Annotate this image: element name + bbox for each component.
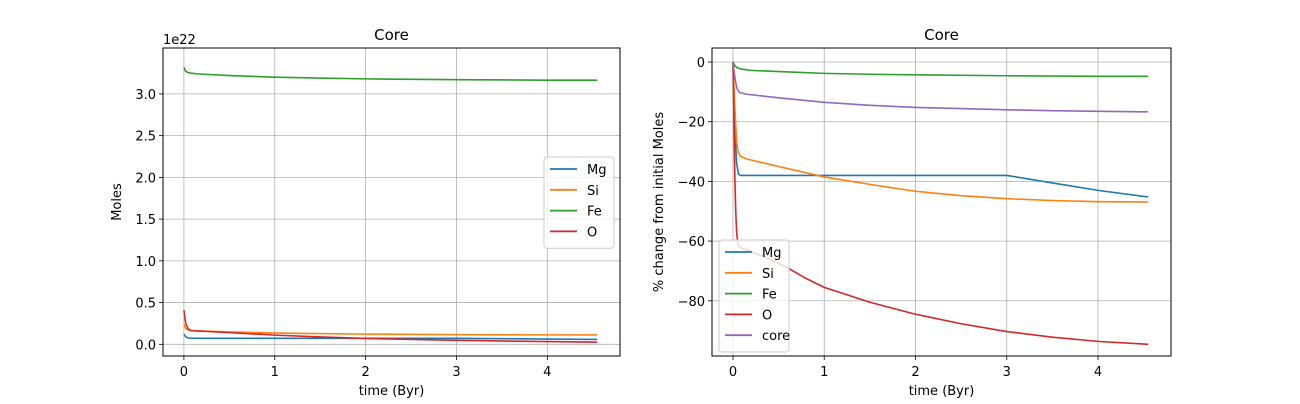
- right-chart-legend-box: [718, 239, 790, 353]
- right-chart-series-core-line: [732, 61, 1149, 113]
- left-chart-ylabel: Moles: [110, 183, 125, 221]
- right-chart-xtick-label: 1: [820, 365, 828, 380]
- left-chart-xlabel: time (Byr): [359, 384, 425, 399]
- left-chart-xtick-label: 1: [271, 365, 279, 380]
- right-chart-xtick-label: 3: [1003, 365, 1011, 380]
- right-chart-ylabel: % change from initial Moles: [652, 112, 667, 293]
- left-chart-legend-label-si: Si: [587, 184, 599, 199]
- left-chart-ytick-label: 2.5: [135, 130, 156, 145]
- left-chart-frame: [162, 47, 621, 357]
- left-chart-legend-label-o: O: [587, 225, 597, 240]
- left-chart-ytick-label: 1.5: [135, 213, 156, 228]
- right-chart-series-fe-line: [732, 61, 1149, 78]
- left-chart-ticks: 0 1 2 3 4 0.0 0.5 1.0 1.5 2.0 2.5 3.0: [135, 88, 551, 380]
- right-chart-xtick-label: 0: [729, 365, 737, 380]
- left-chart-ytick-label: 1.0: [135, 255, 156, 270]
- right-chart-legend-label-mg: Mg: [762, 246, 781, 261]
- right-chart-ytick-label: −60: [678, 235, 705, 250]
- left-chart-title: Core: [374, 26, 409, 44]
- right-chart-ytick-label: −40: [678, 175, 705, 190]
- left-chart-ytick-label: 3.0: [135, 88, 156, 103]
- left-chart-legend-label-mg: Mg: [587, 163, 606, 178]
- left-chart-xtick-label: 3: [452, 365, 460, 380]
- left-chart: 0 1 2 3 4 0.0 0.5 1.0 1.5 2.0 2.5 3.0 Core time (By…: [110, 26, 621, 399]
- right-chart-xtick-label: 2: [911, 365, 919, 380]
- right-chart-ticks: 0 1 2 3 4 0 −20 −40 −60 −80: [678, 56, 1103, 380]
- right-chart-series-mg-line: [732, 62, 1149, 198]
- left-chart-offset-label: 1e22: [163, 33, 196, 48]
- left-chart-series-fe-line: [183, 66, 598, 81]
- left-chart-series: [183, 66, 598, 343]
- left-chart-legend-label-fe: Fe: [587, 205, 602, 220]
- left-chart-ytick-label: 2.0: [135, 171, 156, 186]
- left-chart-xtick-label: 4: [543, 365, 551, 380]
- right-chart-ytick-label: −80: [678, 295, 705, 310]
- left-chart-series-mg-line: [183, 333, 598, 341]
- right-chart-frame: [711, 47, 1172, 357]
- right-chart-legend-label-si: Si: [762, 267, 774, 282]
- right-chart-ytick-label: −20: [678, 116, 705, 131]
- left-chart-legend-box: [543, 156, 615, 249]
- right-chart-legend-label-core: core: [762, 329, 790, 344]
- right-chart-xtick-label: 4: [1094, 365, 1102, 380]
- left-chart-legend: Mg Si Fe O: [543, 156, 615, 249]
- right-chart-series-si-line: [732, 61, 1149, 203]
- right-chart-title: Core: [924, 26, 959, 44]
- left-chart-series-o-line: [183, 309, 598, 343]
- left-chart-xtick-label: 2: [361, 365, 369, 380]
- left-chart-xtick-label: 0: [180, 365, 188, 380]
- right-chart: 0 1 2 3 4 0 −20 −40 −60 −80 Core time (Byr) % cha…: [652, 26, 1172, 399]
- left-chart-ytick-label: 0.5: [135, 297, 156, 312]
- right-chart-legend-label-fe: Fe: [762, 288, 777, 303]
- right-chart-ytick-label: 0: [697, 56, 705, 71]
- right-chart-legend-label-o: O: [762, 308, 772, 323]
- left-chart-ytick-label: 0.0: [135, 338, 156, 353]
- right-chart-xlabel: time (Byr): [909, 384, 975, 399]
